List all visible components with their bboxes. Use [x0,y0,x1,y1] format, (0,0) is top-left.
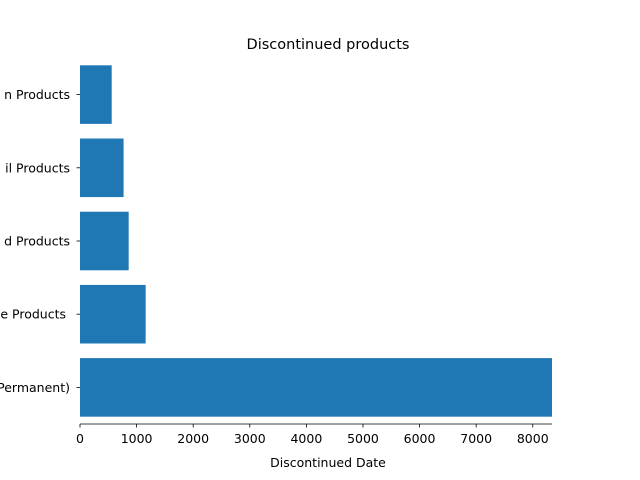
bar [80,65,112,124]
chart-title: Discontinued products [247,37,410,53]
x-tick-label: 0 [76,431,84,446]
y-tick-label: (Permanent) [0,380,70,395]
x-axis-label: Discontinued Date [270,455,386,470]
y-tick-label: e Products [0,307,70,322]
y-tick-label: n Products [4,87,70,102]
x-tick-label: 4000 [290,431,322,446]
bar [80,211,129,271]
bar [80,284,146,344]
x-tick-label: 5000 [347,431,379,446]
y-tick-label: d Products [4,234,70,249]
x-tick-label: 6000 [404,431,436,446]
plot-area [80,65,552,417]
bar [80,138,124,198]
x-axis-ticks: 0 1000 2000 3000 4000 5000 6000 7000 8000 [76,424,549,446]
x-tick-label: 2000 [177,431,209,446]
x-tick-label: 7000 [460,431,492,446]
x-tick-label: 3000 [234,431,266,446]
y-axis-ticks: (Permanent) e Products d Products il Produ… [0,87,80,395]
y-tick-label: il Products [5,160,70,175]
bar [80,358,552,417]
x-tick-label: 8000 [517,431,549,446]
x-tick-label: 1000 [121,431,153,446]
